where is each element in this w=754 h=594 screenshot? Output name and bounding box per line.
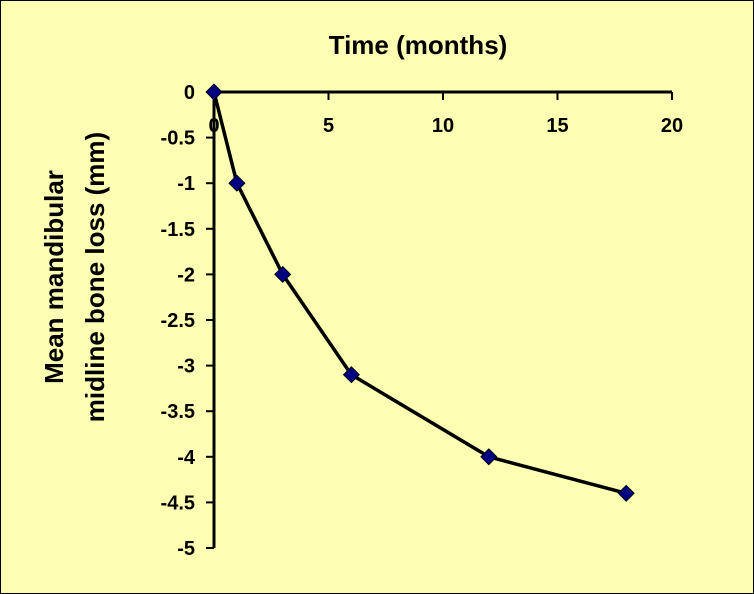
- data-point: [205, 83, 223, 101]
- data-point: [617, 484, 635, 502]
- y-tick-label: -5: [177, 538, 195, 560]
- x-tick-label: 0: [208, 115, 219, 137]
- y-tick-label: -3.5: [161, 401, 195, 423]
- x-axis-title: Time (months): [329, 30, 508, 60]
- y-tick-label: 0: [184, 82, 195, 104]
- data-point: [342, 366, 360, 384]
- series-line: [212, 91, 627, 495]
- x-tick-label: 20: [661, 115, 683, 137]
- y-tick-label: -1.5: [161, 219, 195, 241]
- series-layer: [205, 83, 635, 502]
- y-tick-label: -2.5: [161, 310, 195, 332]
- x-tick-label: 5: [323, 115, 334, 137]
- y-tick-label: -0.5: [161, 128, 195, 150]
- x-tick-label: 10: [432, 115, 454, 137]
- data-point: [274, 265, 292, 283]
- y-tick-label: -1: [177, 173, 195, 195]
- y-tick-label: -3: [177, 356, 195, 378]
- y-axis-title-line-2: midline bone loss (mm): [80, 132, 110, 422]
- y-tick-label: -4: [177, 447, 196, 469]
- x-tick-label: 15: [546, 115, 568, 137]
- y-axis-title-line-1: Mean mandibular: [39, 170, 69, 384]
- y-tick-label: -4.5: [161, 492, 195, 514]
- data-point: [480, 448, 498, 466]
- y-tick-label: -2: [177, 264, 195, 286]
- data-point: [228, 174, 246, 192]
- axes: 0 -0.5 -1 -1.5 -2 -2.5 -3 -3.5 -4 -4.5 -5 0 5 10 15 20: [161, 82, 684, 560]
